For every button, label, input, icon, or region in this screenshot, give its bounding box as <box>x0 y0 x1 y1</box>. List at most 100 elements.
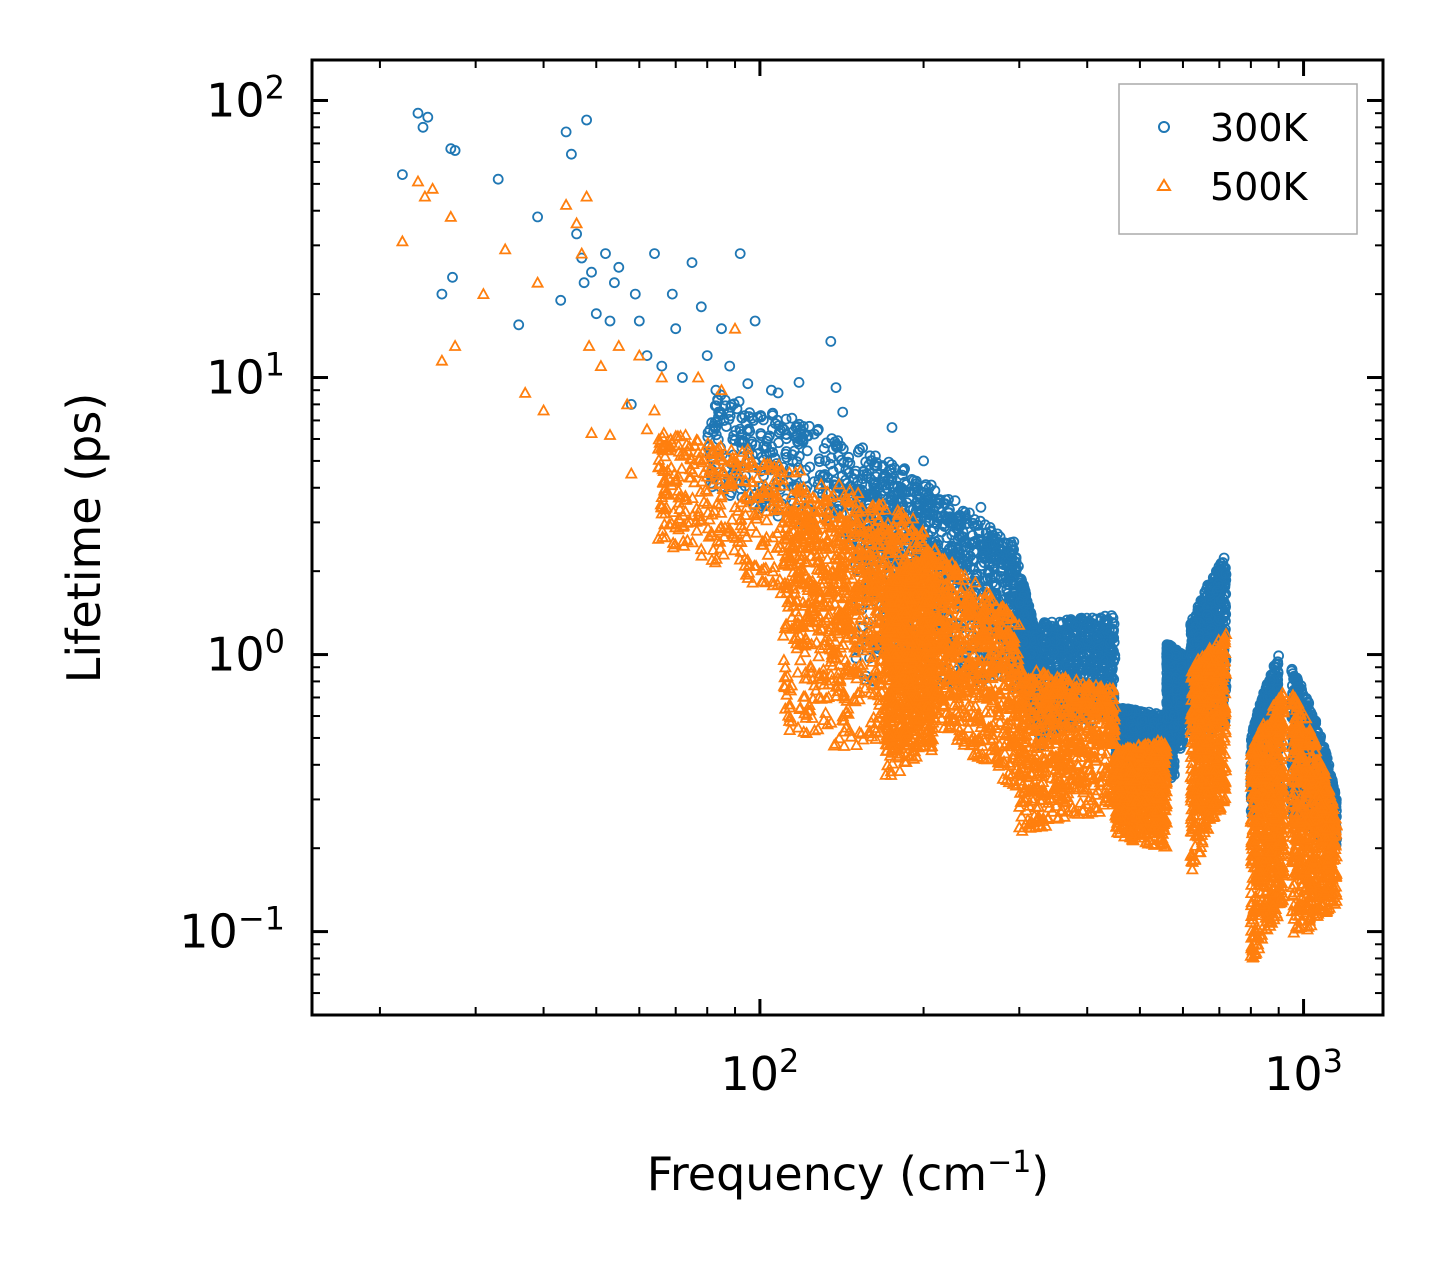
data-point <box>944 504 955 516</box>
data-point <box>833 450 844 462</box>
data-point <box>780 413 792 425</box>
data-point <box>978 557 990 569</box>
data-point <box>930 500 941 512</box>
data-point <box>920 494 931 506</box>
data-point <box>586 266 597 278</box>
data-point <box>412 107 424 119</box>
data-point <box>720 421 732 432</box>
data-point <box>776 422 788 434</box>
data-point <box>396 169 408 181</box>
data-point <box>449 145 461 156</box>
data-point <box>975 501 987 513</box>
data-point <box>896 469 908 481</box>
data-point <box>897 464 908 476</box>
data-point <box>749 315 761 327</box>
data-point <box>900 486 912 498</box>
data-point <box>492 173 504 185</box>
data-point <box>787 456 799 467</box>
data-point <box>786 412 798 424</box>
data-point <box>882 474 894 485</box>
data-point <box>775 480 786 492</box>
data-point <box>825 335 837 347</box>
data-point <box>915 508 927 519</box>
data-point <box>793 376 805 388</box>
data-point <box>991 546 1003 558</box>
data-point <box>871 460 883 472</box>
data-point <box>633 315 645 327</box>
data-point <box>959 507 971 518</box>
data-point <box>739 410 751 422</box>
data-point <box>755 428 767 439</box>
data-point <box>904 502 916 514</box>
data-point <box>830 438 842 450</box>
data-point <box>808 428 820 440</box>
data-point <box>739 436 750 448</box>
data-point <box>830 382 842 394</box>
data-point <box>752 411 763 423</box>
data-point <box>736 428 748 440</box>
data-point <box>716 323 727 335</box>
data-point <box>974 515 986 527</box>
data-point <box>793 450 805 462</box>
data-point <box>590 308 602 320</box>
data-point <box>850 652 862 664</box>
data-point <box>989 554 1001 565</box>
data-point <box>792 421 803 432</box>
data-point <box>804 461 816 473</box>
data-point <box>936 526 947 538</box>
data-point <box>613 261 625 273</box>
data-point <box>961 541 973 553</box>
data-point <box>767 410 778 421</box>
data-point <box>772 387 784 399</box>
data-point <box>724 360 736 372</box>
data-point <box>786 449 798 461</box>
data-point <box>794 434 806 446</box>
data-point <box>513 319 525 331</box>
data-point <box>604 315 616 327</box>
data-point <box>629 288 641 300</box>
data-point <box>719 394 731 406</box>
data-point <box>877 460 889 471</box>
data-point <box>871 457 882 468</box>
data-point <box>609 277 620 289</box>
data-point <box>824 458 836 470</box>
data-point <box>827 465 839 477</box>
data-point <box>743 423 755 435</box>
data-point <box>803 420 815 432</box>
data-point <box>948 519 960 530</box>
data-point <box>555 294 567 306</box>
data-point <box>837 470 848 482</box>
data-point <box>918 455 929 467</box>
data-point <box>677 372 688 383</box>
data-point <box>818 443 830 454</box>
data-point <box>962 517 973 529</box>
data-point <box>780 448 792 460</box>
data-point <box>840 464 852 476</box>
data-point <box>837 406 849 418</box>
data-point <box>766 384 777 396</box>
data-point <box>868 479 879 491</box>
data-point <box>952 551 963 563</box>
data-point <box>941 532 953 544</box>
data-point <box>760 442 772 454</box>
data-point <box>1006 565 1017 577</box>
data-point <box>417 121 429 133</box>
data-point <box>801 445 813 457</box>
data-point <box>923 482 935 494</box>
data-point <box>758 414 769 426</box>
data-point <box>814 456 825 468</box>
data-point <box>571 228 582 240</box>
data-point <box>924 493 936 505</box>
data-point <box>896 496 907 508</box>
data-point <box>869 490 881 502</box>
data-point <box>742 378 754 390</box>
data-point <box>983 532 994 543</box>
data-point <box>666 288 678 300</box>
data-point <box>825 452 837 464</box>
data-point <box>708 420 720 432</box>
data-point <box>773 437 784 449</box>
data-point <box>797 420 809 432</box>
data-point <box>808 476 820 488</box>
data-point <box>778 424 790 436</box>
